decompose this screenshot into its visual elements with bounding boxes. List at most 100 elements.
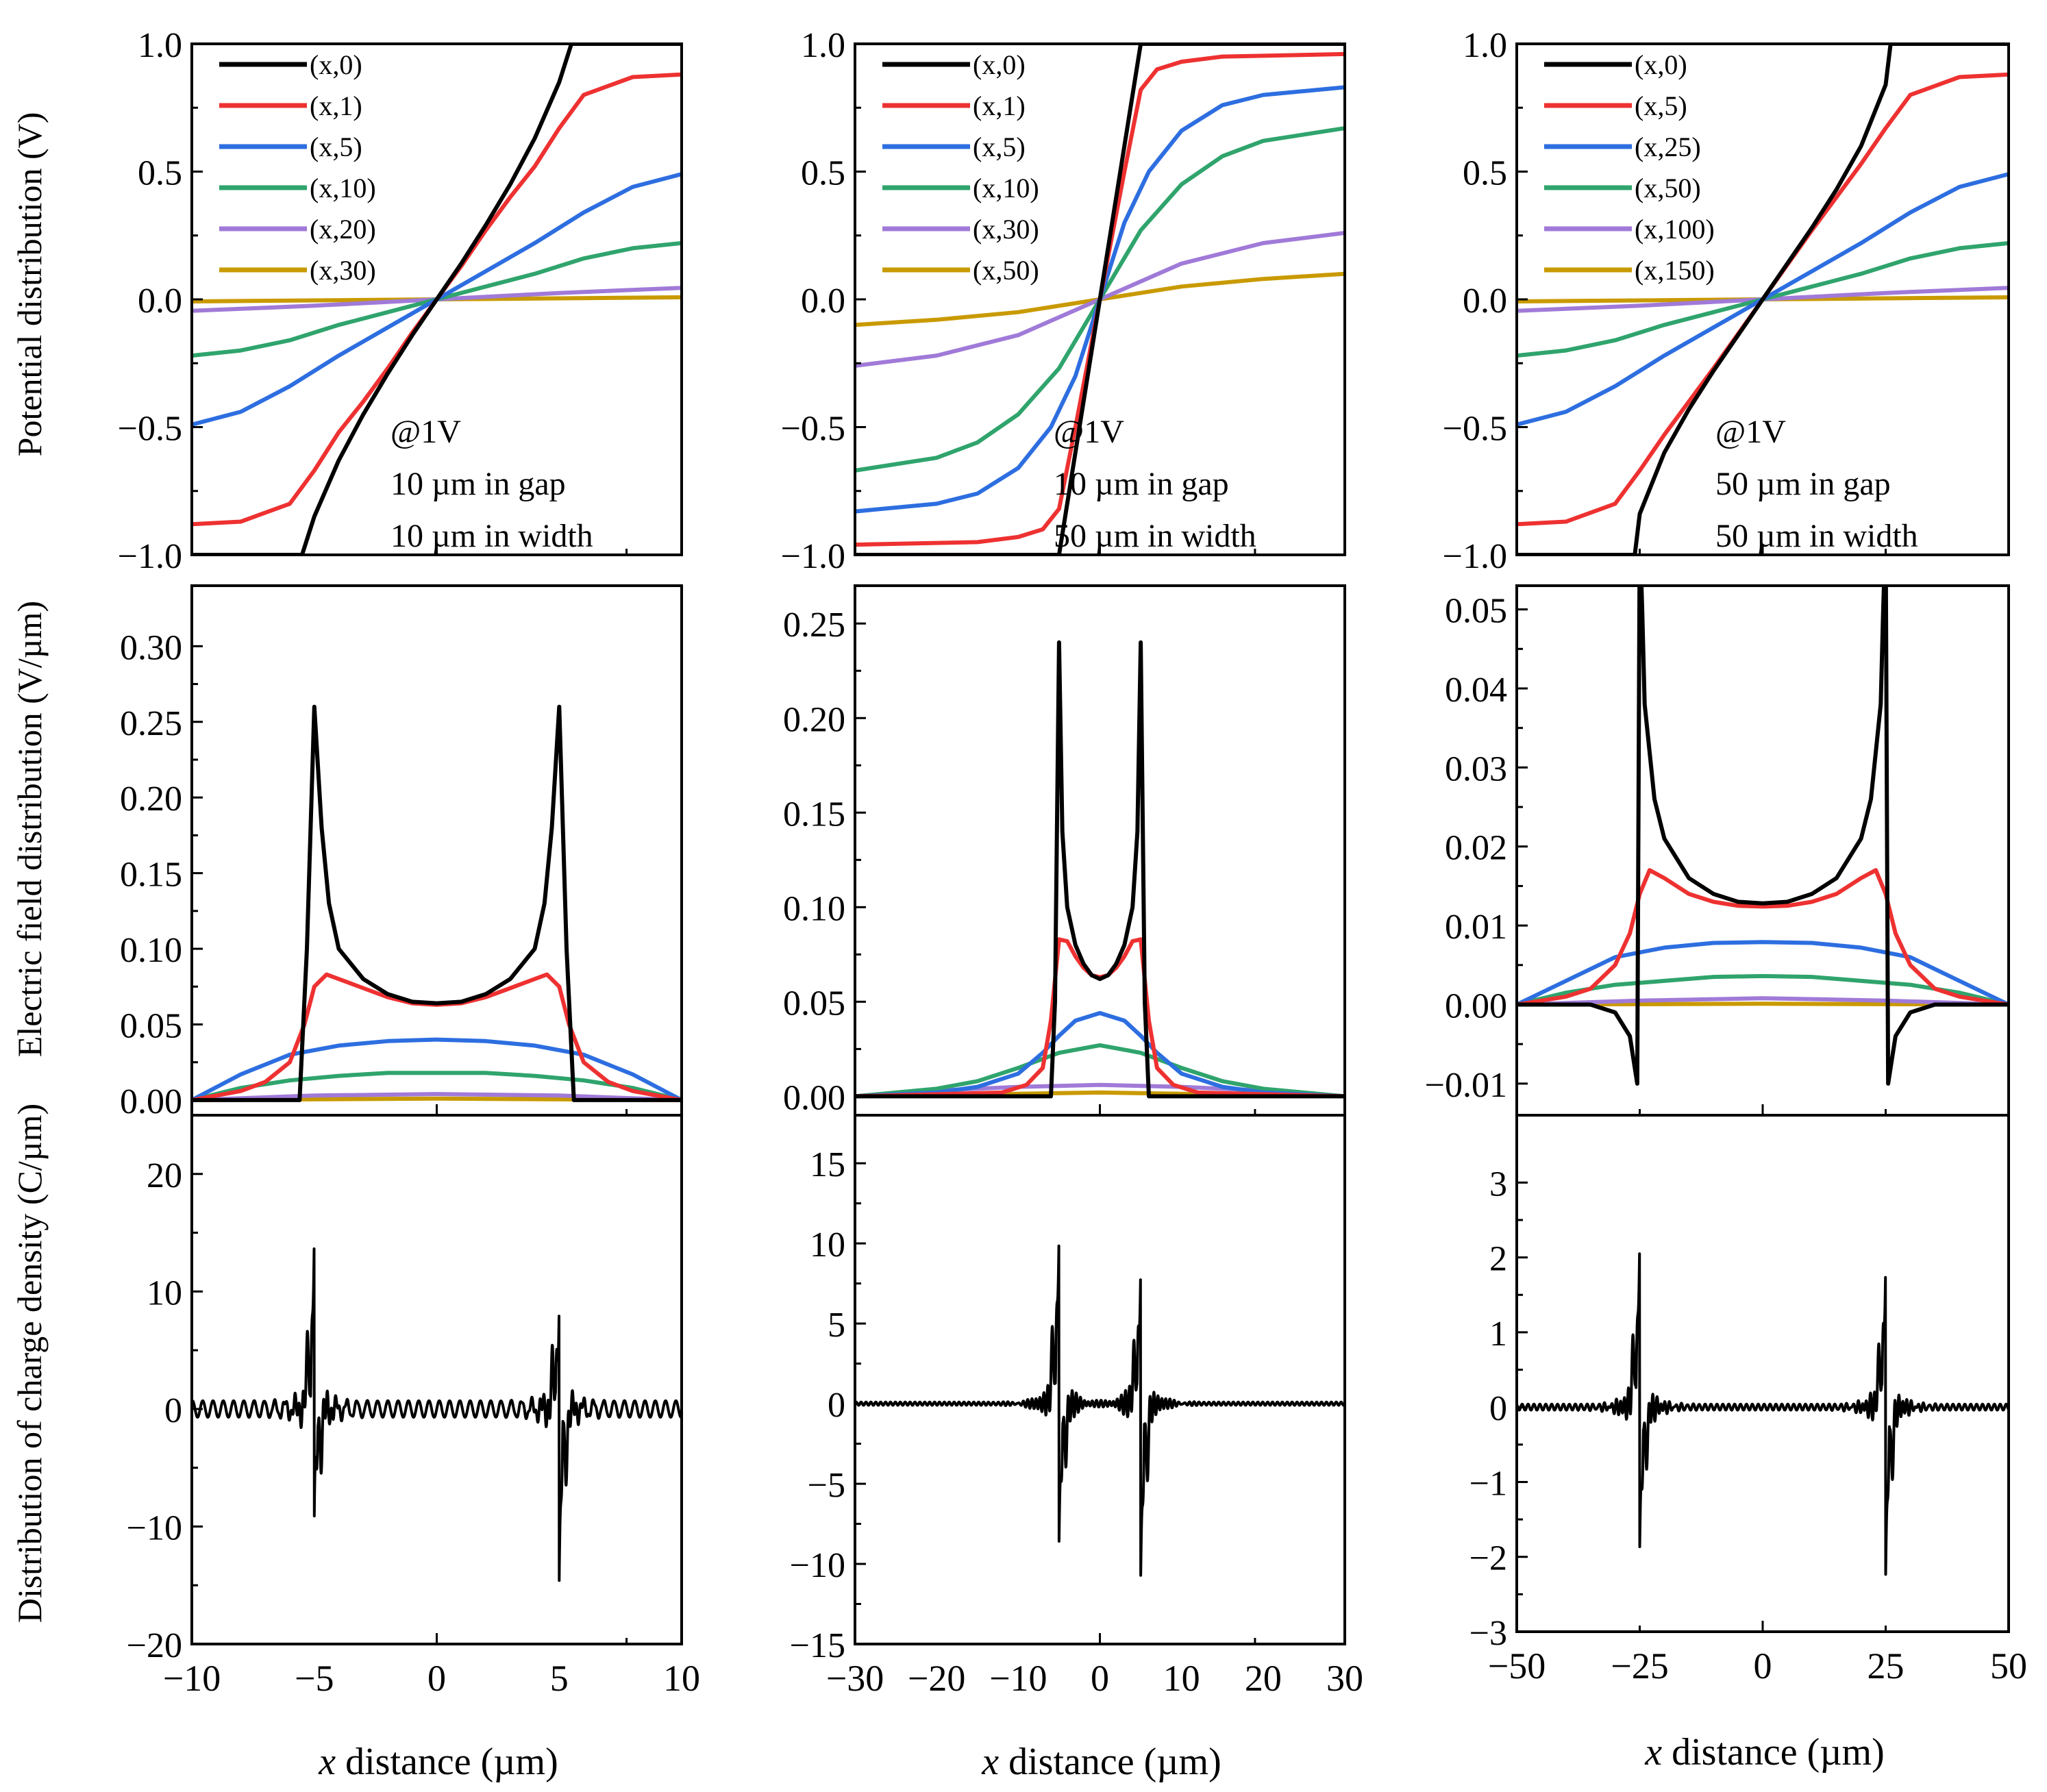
series-line-2: [855, 937, 1345, 1099]
y-tick-label: −20: [127, 1626, 182, 1665]
axes-frame: [1515, 1114, 2010, 1633]
plot-area: [1517, 586, 2009, 1086]
x-tick-label: −10: [163, 1658, 221, 1699]
y-tick-label: 0.30: [120, 628, 182, 667]
y-tick-label: −0.5: [1443, 410, 1507, 449]
y-tick-label: −1.0: [1443, 537, 1507, 576]
x-tick-label: 10: [663, 1658, 700, 1699]
axes-frame: [854, 584, 1346, 1117]
series-line-charge-density: [192, 1247, 682, 1582]
panel-field-1: 0.00 0.05 0.10 0.15 0.20 0.25 0.30: [120, 584, 683, 1121]
legend-label: (x,1): [973, 90, 1026, 121]
y-tick-label: −1.0: [781, 537, 845, 576]
series-line-1: [192, 704, 682, 1102]
series-line-3: [192, 1037, 682, 1102]
series-line-1: [855, 640, 1345, 1099]
annotation-line: @1V: [1715, 414, 1786, 450]
legend-label: (x,5): [973, 132, 1026, 162]
x-axis-label-text: distance (µm): [336, 1741, 558, 1783]
legend-label: (x,150): [1635, 255, 1715, 286]
legend: (x,0) (x,1) (x,5) (x,10) (x,30) (x,50): [882, 49, 1039, 286]
x-tick-label: 20: [1245, 1658, 1282, 1699]
series-line-3: [1517, 940, 2009, 1007]
series-line-4: [192, 1071, 682, 1102]
x-tick-label: −20: [908, 1658, 965, 1699]
y-tick-label: 1.0: [1463, 26, 1507, 65]
x-axis-label-col1: x distance (µm): [318, 1741, 558, 1783]
plot-area: [192, 704, 682, 1102]
axes-frame: [190, 1114, 683, 1645]
y-tick-label: 0.0: [138, 282, 182, 321]
y-tick-label: 0.0: [1463, 282, 1507, 321]
series-line-5: [1517, 996, 2009, 1007]
y-tick-label: 0.10: [120, 931, 182, 970]
y-tick-label: 0.0: [801, 282, 845, 321]
axes-frame: [854, 1114, 1346, 1645]
y-axis-label-charge: Distribution of charge density (C/µm): [10, 1104, 49, 1623]
series-line-3: [855, 1010, 1345, 1099]
y-tick-label: −10: [790, 1546, 845, 1585]
legend-label: (x,5): [1635, 90, 1687, 121]
x-tick-label: −5: [295, 1658, 334, 1699]
legend-label: (x,50): [1635, 173, 1701, 203]
y-tick-label: 0: [828, 1386, 845, 1425]
annotation-line: 10 µm in gap: [390, 466, 566, 502]
annotation: @1V 10 µm in gap 10 µm in width: [390, 414, 593, 554]
series-line-4: [855, 1043, 1345, 1099]
x-axis-label-variable: x: [981, 1741, 999, 1783]
y-tick-label: 0.25: [120, 704, 182, 743]
panel-potential-1: −1.0−0.50.00.51.0 (x,0)(x,1)(x,5)(x,10)(x…: [118, 26, 683, 576]
x-tick-label: −50: [1488, 1645, 1546, 1687]
y-tick-label: −1.0: [118, 537, 182, 576]
legend-label: (x,0): [310, 49, 362, 80]
x-tick-label: −25: [1611, 1645, 1668, 1687]
y-tick-label: 0.00: [783, 1078, 845, 1117]
y-tick-label: −5: [808, 1466, 845, 1505]
x-tick-label: 0: [1091, 1658, 1109, 1699]
y-tick-label: 0.5: [801, 154, 845, 193]
series-line-charge-density: [855, 1244, 1345, 1577]
plot-area: [855, 640, 1345, 1099]
x-tick-label: 50: [1990, 1645, 2027, 1687]
x-tick-label: −10: [989, 1658, 1047, 1699]
x-axis-label-text: distance (µm): [1662, 1731, 1885, 1774]
series-line-2: [192, 972, 682, 1102]
y-tick-label: 0.00: [1445, 986, 1507, 1025]
y-tick-label: −1: [1469, 1464, 1507, 1503]
legend-label: (x,1): [310, 90, 362, 121]
legend-label: (x,30): [310, 255, 376, 286]
y-tick-label: 20: [147, 1156, 182, 1195]
x-axis-label-variable: x: [318, 1741, 336, 1783]
x-tick-label: 5: [550, 1658, 569, 1699]
y-tick-label: 0.05: [1445, 592, 1507, 631]
y-tick-label: 0.5: [138, 154, 182, 193]
y-tick-label: −2: [1469, 1539, 1507, 1578]
x-axis-label-col3: x distance (µm): [1644, 1731, 1884, 1774]
panel-potential-3: −1.0−0.50.00.51.0 (x,0)(x,5)(x,25)(x,50)(…: [1443, 26, 2010, 576]
y-tick-label: 0: [1489, 1389, 1507, 1428]
panel-charge-3: −3 −2 −1 0 1 2 3 −50 −25 0 25 50: [1469, 1114, 2027, 1687]
y-tick-label: 0.15: [783, 795, 845, 834]
panel-field-3: −0.01 0.00 0.01 0.02 0.03 0.04 0.05: [1425, 584, 2010, 1117]
y-tick-label: 0.05: [783, 984, 845, 1023]
annotation-line: @1V: [390, 414, 461, 450]
x-tick-label: 10: [1163, 1658, 1200, 1699]
y-tick-label: 0.04: [1445, 671, 1507, 710]
series-line-1: [1517, 44, 2009, 555]
axes-frame: [190, 584, 683, 1117]
y-tick-label: 0.03: [1445, 749, 1507, 788]
y-tick-label: 0.20: [120, 780, 182, 819]
series-line-charge-density: [1517, 1252, 2009, 1576]
annotation: @1V 50 µm in gap 50 µm in width: [1715, 414, 1918, 554]
y-tick-label: 1.0: [138, 26, 182, 65]
y-tick-label: 0.05: [120, 1006, 182, 1045]
y-tick-label: 0.20: [783, 700, 845, 739]
legend-label: (x,5): [310, 132, 362, 162]
x-tick-label: 25: [1868, 1645, 1905, 1687]
y-tick-label: 1.0: [801, 26, 845, 65]
x-tick-label: −30: [826, 1658, 884, 1699]
annotation-line: 50 µm in gap: [1715, 466, 1891, 502]
legend-label: (x,0): [973, 49, 1026, 80]
